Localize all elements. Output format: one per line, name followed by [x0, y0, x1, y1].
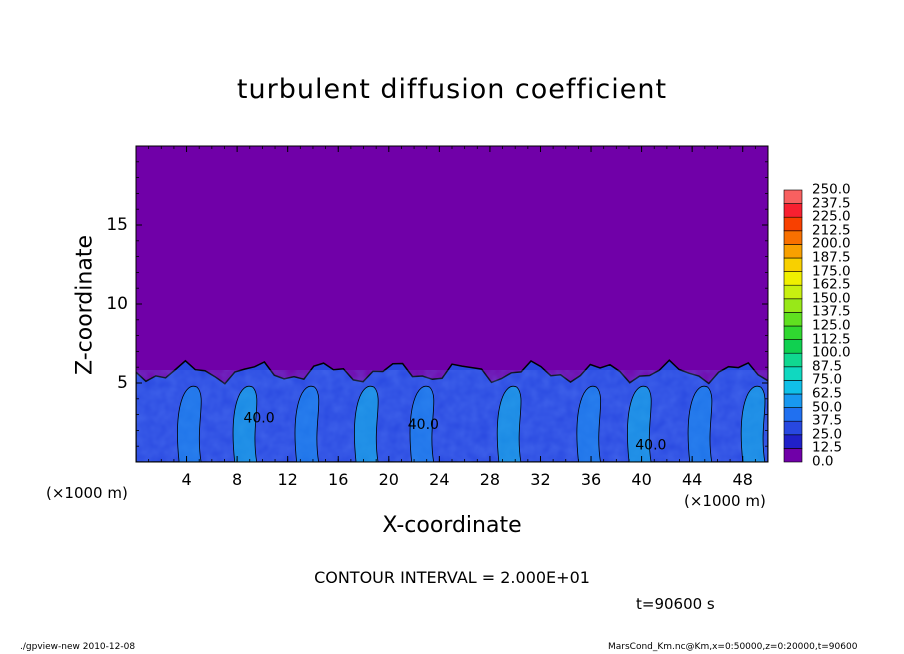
plume-shape	[627, 385, 652, 462]
colorbar-segment	[783, 434, 803, 449]
y-tick-label: 15	[106, 215, 128, 235]
colorbar-segment	[783, 339, 803, 354]
x-tick-marks	[148, 146, 756, 462]
colorbar-segment	[783, 284, 803, 300]
y-tick-label: 5	[117, 373, 128, 393]
x-unit-right: (×1000 m)	[684, 492, 766, 510]
x-tick-label: 16	[328, 470, 349, 489]
x-tick-label: 32	[530, 470, 551, 489]
colorbar-label: 175.0	[812, 263, 851, 280]
x-tick-label: 8	[232, 470, 243, 489]
chart-title: turbulent diffusion coefficient	[236, 74, 668, 105]
colorbar-label: 225.0	[812, 208, 851, 225]
colorbar-label: 125.0	[812, 317, 851, 334]
y-tick-marks	[136, 161, 768, 447]
colorbar-label: 12.5	[812, 439, 843, 456]
plume-shape	[354, 385, 379, 462]
contour-interval: CONTOUR INTERVAL = 2.000E+01	[314, 568, 590, 587]
colorbar-segment	[783, 257, 803, 272]
colorbar-segment	[783, 216, 803, 232]
plume-shape	[740, 385, 766, 462]
time-label: t=90600 s	[636, 595, 715, 613]
colorbar-segment	[783, 271, 803, 286]
plume-shape	[409, 385, 435, 462]
colorbar	[783, 189, 803, 463]
colorbar-segment	[783, 298, 803, 313]
turbulence-texture	[136, 370, 768, 462]
x-tick-label: 40	[631, 470, 652, 489]
plume-shape	[232, 385, 258, 462]
x-tick-label: 4	[181, 470, 192, 489]
plume-shape	[496, 385, 522, 462]
x-tick-label: 12	[277, 470, 298, 489]
plume-features	[177, 385, 766, 462]
colorbar-label: 150.0	[812, 290, 851, 307]
x-tick-label: 28	[479, 470, 501, 489]
colorbar-label: 187.5	[812, 249, 851, 266]
contour-labels: 40.0 40.0 40.0	[243, 411, 666, 454]
contour-label: 40.0	[635, 437, 666, 453]
colorbar-label: 25.0	[812, 426, 843, 443]
x-tick-label: 48	[732, 470, 753, 489]
plume-shape	[687, 385, 713, 462]
plume-shape	[177, 385, 202, 462]
colorbar-label: 62.5	[812, 385, 843, 402]
colorbar-segment	[783, 244, 803, 259]
colorbar-segment	[783, 325, 803, 340]
contour-label: 40.0	[243, 411, 274, 427]
colorbar-segment	[783, 420, 803, 436]
plume-shape	[294, 385, 320, 462]
colorbar-label: 237.5	[812, 195, 851, 212]
colorbar-segment	[783, 380, 803, 395]
colorbar-label: 212.5	[812, 222, 851, 239]
colorbar-segment	[783, 393, 803, 408]
contour-label: 40.0	[408, 417, 439, 433]
colorbar-segment	[783, 312, 803, 327]
colorbar-label: 137.5	[812, 303, 851, 320]
colorbar-segment	[783, 203, 803, 218]
colorbar-segment	[783, 366, 803, 381]
colorbar-label: 162.5	[812, 276, 851, 293]
y-axis-label: Z-coordinate	[72, 235, 98, 375]
x-tick-label: 44	[681, 470, 703, 489]
x-tick-label: 24	[429, 470, 450, 489]
x-unit-left: (×1000 m)	[46, 484, 128, 502]
colorbar-label: 87.5	[812, 358, 843, 375]
y-tick-label: 10	[106, 294, 128, 314]
colorbar-segment	[783, 189, 803, 204]
colorbar-segment	[783, 448, 803, 463]
x-tick-label: 20	[378, 470, 399, 489]
footer-right: MarsCond_Km.nc@Km,x=0:50000,z=0:20000,t=…	[608, 642, 858, 652]
colorbar-label: 0.0	[812, 453, 834, 470]
colorbar-label: 100.0	[812, 344, 851, 361]
colorbar-label: 200.0	[812, 235, 851, 252]
colorbar-label: 37.5	[812, 412, 843, 429]
colorbar-segment	[783, 230, 803, 245]
footer-left: ./gpview-new 2010-12-08	[20, 642, 136, 652]
x-axis-label: X-coordinate	[382, 513, 522, 538]
x-tick-label: 36	[580, 470, 602, 489]
colorbar-segment	[783, 352, 803, 368]
colorbar-label: 50.0	[812, 399, 843, 416]
colorbar-label: 250.0	[812, 181, 851, 198]
colorbar-label: 112.5	[812, 331, 851, 348]
colorbar-segment	[783, 407, 803, 422]
plume-shape	[576, 385, 602, 462]
colorbar-label: 75.0	[812, 371, 843, 388]
